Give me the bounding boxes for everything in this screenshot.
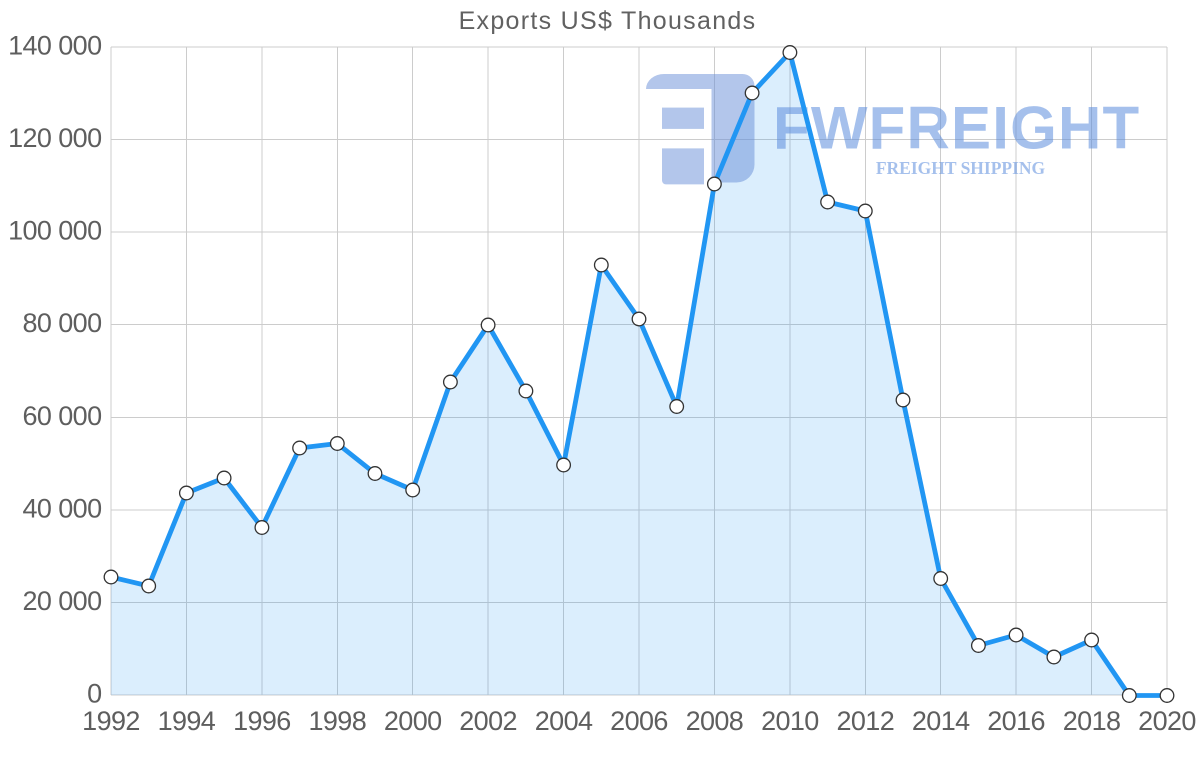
svg-text:FREIGHT SHIPPING: FREIGHT SHIPPING xyxy=(876,158,1046,178)
svg-text:1994: 1994 xyxy=(158,706,216,736)
svg-text:60 000: 60 000 xyxy=(23,401,102,431)
svg-text:Exports US$ Thousands: Exports US$ Thousands xyxy=(459,7,757,35)
svg-text:2010: 2010 xyxy=(761,706,819,736)
svg-text:20 000: 20 000 xyxy=(23,586,102,616)
svg-text:2016: 2016 xyxy=(987,706,1045,736)
svg-text:FWFREIGHT: FWFREIGHT xyxy=(773,94,1140,161)
svg-text:0: 0 xyxy=(87,679,101,709)
svg-text:40 000: 40 000 xyxy=(23,493,102,523)
svg-text:1996: 1996 xyxy=(233,706,291,736)
svg-text:2002: 2002 xyxy=(459,706,517,736)
svg-text:2008: 2008 xyxy=(686,706,744,736)
svg-text:140 000: 140 000 xyxy=(8,31,101,61)
svg-text:2012: 2012 xyxy=(836,706,894,736)
svg-text:2014: 2014 xyxy=(912,706,970,736)
svg-text:2020: 2020 xyxy=(1138,706,1196,736)
svg-text:100 000: 100 000 xyxy=(8,216,101,246)
svg-text:2004: 2004 xyxy=(535,706,593,736)
svg-text:1998: 1998 xyxy=(308,706,366,736)
svg-text:2000: 2000 xyxy=(384,706,442,736)
svg-text:2006: 2006 xyxy=(610,706,668,736)
svg-text:1992: 1992 xyxy=(82,706,140,736)
svg-text:2018: 2018 xyxy=(1063,706,1121,736)
svg-text:120 000: 120 000 xyxy=(8,123,101,153)
svg-text:80 000: 80 000 xyxy=(23,308,102,338)
